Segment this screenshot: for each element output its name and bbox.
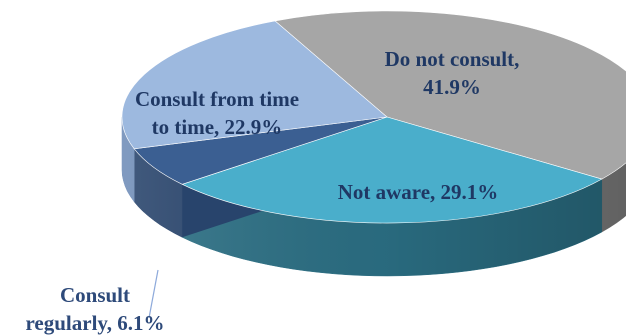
pie-top	[121, 10, 626, 224]
data-label-consult-regularly: Consult regularly, 6.1%	[25, 283, 164, 335]
data-label-do-not-consult: Do not consult, 41.9%	[385, 47, 520, 99]
slice-consult-from-time-to-time	[121, 20, 388, 150]
data-label-consult-from-time-to-time: Consult from time to time, 22.9%	[135, 87, 299, 139]
leader-line	[148, 269, 159, 319]
slice-do-not-consult	[274, 10, 626, 180]
side-shading	[122, 117, 626, 276]
data-label-not-aware: Not aware, 29.1%	[338, 180, 499, 204]
slice-not-aware	[181, 116, 603, 224]
